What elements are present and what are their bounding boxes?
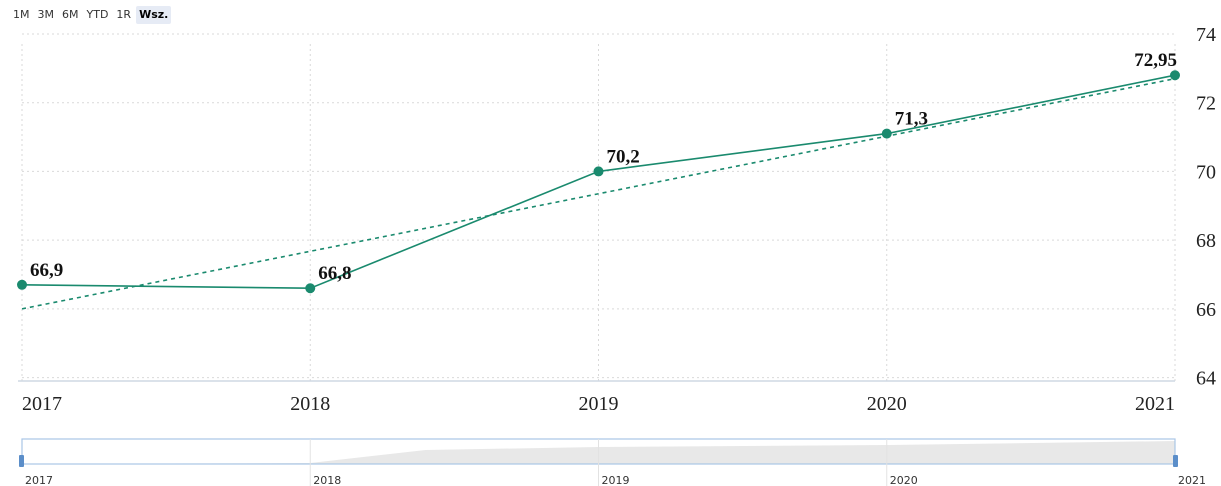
trend-line: [21, 77, 1176, 310]
navigator-label: 2020: [890, 474, 918, 486]
data-label: 70,2: [607, 146, 640, 167]
series-line: [21, 74, 1176, 290]
range-button-wsz[interactable]: Wsz.: [136, 6, 172, 24]
x-tick-label: 2020: [867, 393, 907, 415]
x-tick-label: 2018: [290, 393, 330, 415]
data-point: [593, 166, 604, 177]
y-tick-label: 68: [1196, 230, 1216, 252]
data-label: 71,3: [895, 109, 928, 130]
data-point: [17, 279, 27, 290]
data-label: 72,95: [1134, 50, 1177, 71]
x-tick-label: 2017: [22, 393, 62, 415]
data-label: 66,9: [30, 260, 63, 281]
range-button-6m[interactable]: 6M: [62, 8, 79, 21]
navigator-label: 2021: [1178, 474, 1206, 486]
navigator-handle-left[interactable]: [19, 455, 24, 467]
y-tick-label: 72: [1196, 93, 1216, 115]
data-label: 66,8: [318, 263, 351, 284]
y-tick-label: 64: [1196, 368, 1216, 390]
range-button-1r[interactable]: 1R: [116, 8, 132, 21]
data-point: [1170, 70, 1180, 81]
y-tick-label: 66: [1196, 299, 1216, 321]
y-tick-label: 74: [1196, 24, 1216, 46]
range-button-ytd[interactable]: YTD: [86, 8, 109, 21]
x-tick-label: 2021: [1135, 393, 1175, 415]
range-selector: 1M 3M 6M YTD 1R Wsz.: [10, 6, 172, 24]
navigator-handle-right[interactable]: [1173, 455, 1178, 467]
range-button-3m[interactable]: 3M: [37, 8, 55, 21]
navigator-label: 2018: [313, 474, 341, 486]
x-tick-label: 2019: [579, 393, 619, 415]
data-point: [881, 128, 892, 139]
range-button-1m[interactable]: 1M: [13, 8, 30, 21]
data-point: [305, 283, 316, 294]
navigator-label: 2017: [25, 474, 53, 486]
y-tick-label: 70: [1196, 161, 1216, 183]
navigator-label: 2019: [602, 474, 630, 486]
